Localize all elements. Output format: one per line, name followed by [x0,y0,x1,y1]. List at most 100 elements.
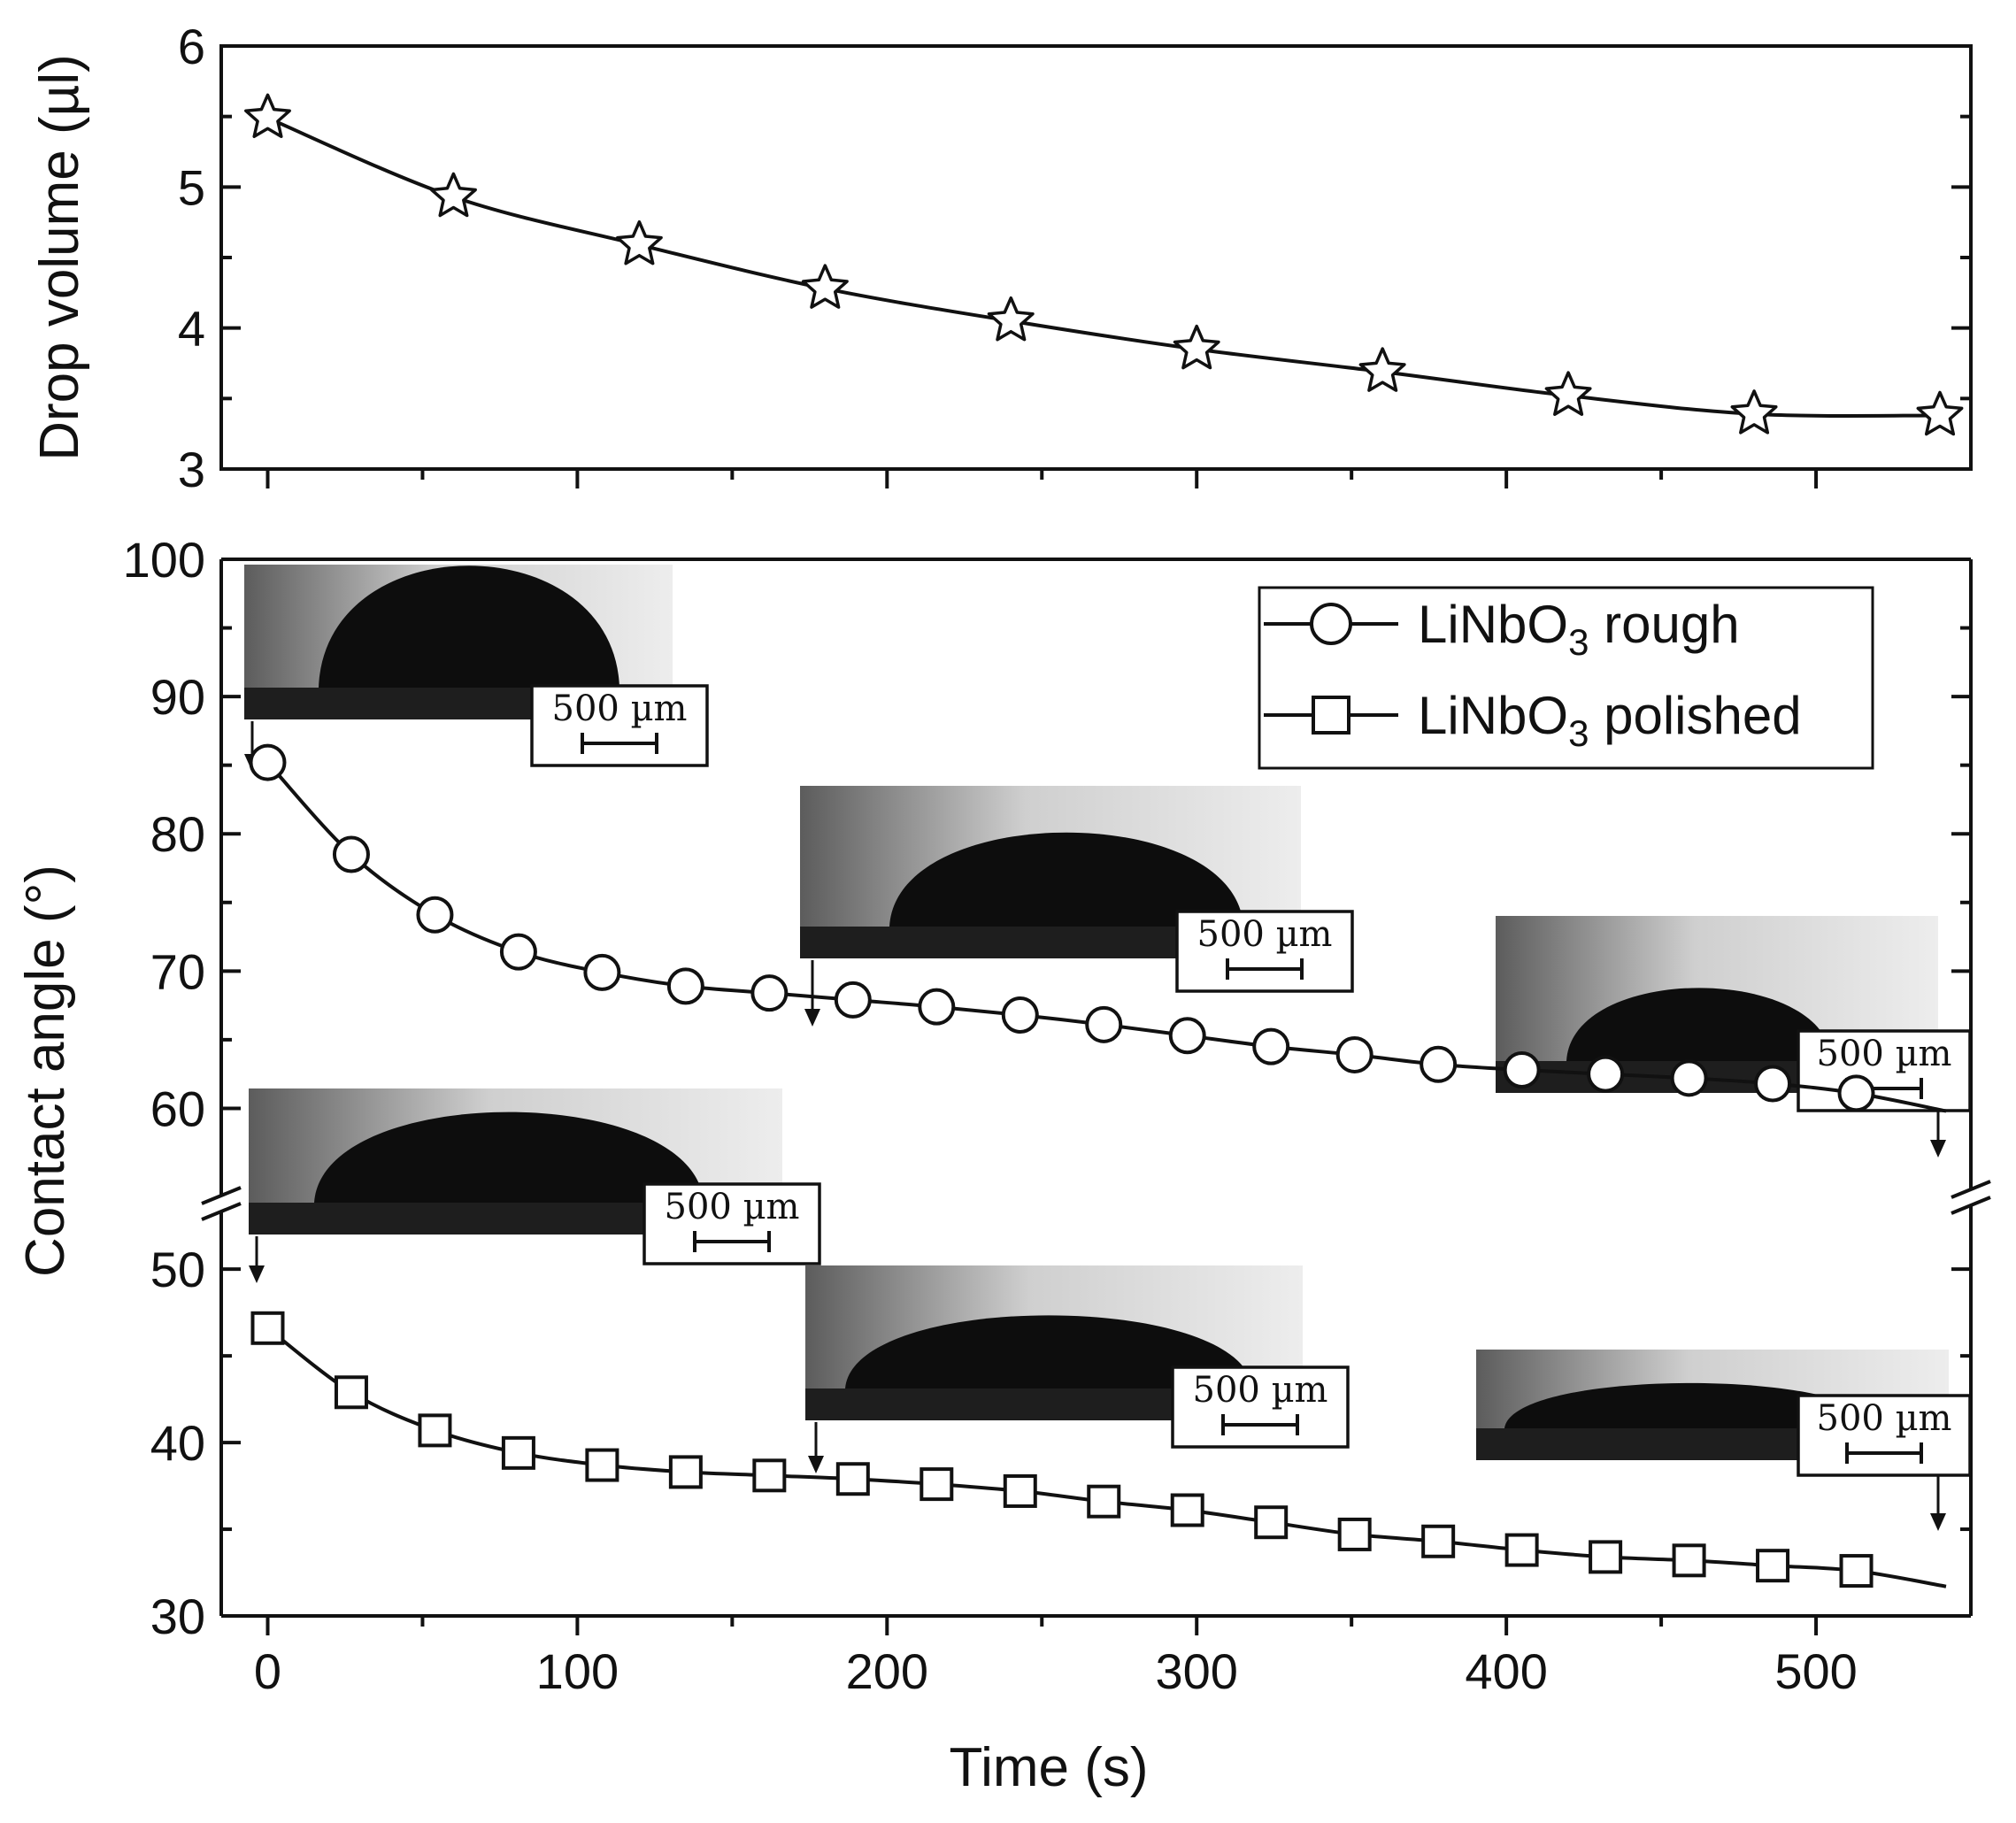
scale-bar-label: 500 µm [1817,1034,1952,1074]
time-x-tick-label: 100 [536,1643,619,1699]
drop-volume-x-ticks [265,469,1819,488]
drop-image-polished-t0: 500 µm [249,1088,821,1283]
contact-angle-y-tick-label: 50 [150,1242,205,1297]
drop-silhouette [1566,988,1832,1061]
contact-angle-panel: 60 70 80 90 100 30 40 50 0 100 200 300 400 500 500 µ… [15,532,1991,1798]
polished-square-marker [1756,1549,1790,1583]
polished-square-marker [668,1455,703,1489]
drop-volume-star-marker [987,296,1035,342]
scale-bar-label: 500 µm [1817,1398,1952,1439]
drop-volume-star-marker [244,93,291,139]
scale-bar-box [643,1182,821,1265]
drop-volume-star-marker [429,172,477,218]
axis-break-mark [1951,1180,1991,1199]
rough-series-markers [249,743,1875,1112]
drop-volume-y-axis-title: Drop volume (µl) [29,54,90,461]
legend-box [1258,586,1874,770]
drop-image-polished-t180: 500 µm [805,1265,1350,1473]
contact-angle-y-tick-label: 90 [150,669,205,725]
drop-silhouette [889,832,1243,927]
time-x-axis-title: Time (s) [950,1737,1149,1798]
polished-square-marker [501,1435,535,1470]
contact-angle-y-tick-label: 80 [150,806,205,862]
drop-volume-y-ticks: 3 4 5 6 [178,19,1971,497]
polished-square-marker [418,1413,452,1448]
rough-circle-marker [1587,1055,1625,1093]
rough-circle-marker [332,835,370,873]
scale-bar-box [530,684,709,767]
axis-break-mark [201,1186,242,1205]
legend-marker-rough [1310,603,1352,645]
polished-square-marker [1504,1533,1539,1567]
legend-label-rough: LiNbO3 rough [1418,595,1740,663]
rough-circle-marker [583,953,621,991]
polished-square-marker [1839,1554,1874,1588]
rough-circle-marker [416,896,454,934]
scale-bar-box [1171,1365,1350,1449]
contact-angle-y-tick-label: 70 [150,943,205,999]
scale-bar-box [1175,910,1354,993]
scale-bar-label: 500 µm [1197,914,1333,955]
time-x-tick-label: 0 [254,1643,281,1699]
contact-angle-y-axis-title: Contact angle (°) [15,865,76,1277]
drop-silhouette [314,1111,704,1203]
rough-circle-marker [1168,1017,1206,1055]
drop-volume-star-marker [801,264,849,309]
drop-volume-markers [244,93,1964,436]
contact-angle-y-tick-label: 30 [150,1588,205,1644]
rough-circle-marker [918,988,956,1026]
contact-angle-y-tick-label: 100 [123,532,205,588]
scale-bar-label: 500 µm [1193,1370,1328,1411]
drop-volume-star-marker [1916,390,1964,436]
polished-square-marker [920,1467,954,1502]
drop-volume-star-marker [1730,389,1778,435]
axis-break-mark [1951,1196,1991,1215]
drop-image-arrow-head [1930,1513,1946,1531]
scale-bar-label: 500 µm [552,688,688,729]
time-x-tick-label: 200 [846,1643,928,1699]
drop-volume-panel: 3 4 5 6 Drop volume (µl) [29,19,1973,497]
drop-volume-y-tick-label: 4 [178,301,205,357]
polished-square-marker [1003,1473,1037,1508]
drop-silhouette [845,1315,1252,1388]
polished-square-marker [1589,1540,1623,1574]
drop-volume-star-marker [1173,324,1220,370]
legend: LiNbO3 rough LiNbO3 polished [1258,586,1874,770]
drop-image-arrow-head [808,1456,824,1473]
drop-image-arrow-head [1930,1140,1946,1158]
drop-volume-y-tick-label: 5 [178,159,205,215]
polished-square-marker [835,1462,870,1496]
polished-series-markers [250,1311,1874,1588]
time-x-tick-label: 300 [1156,1643,1238,1699]
rough-circle-marker [666,967,704,1005]
rough-circle-marker [1503,1051,1541,1089]
rough-circle-marker [834,981,872,1019]
drop-silhouette [1504,1382,1876,1428]
rough-circle-marker [499,933,537,971]
drop-silhouette [319,565,619,688]
drop-image-rough-t540: 500 µm [1496,916,1972,1158]
polished-square-marker [585,1448,619,1482]
drop-volume-y-tick-label: 3 [178,442,205,497]
rough-circle-marker [1085,1005,1123,1043]
legend-label-polished: LiNbO3 polished [1418,686,1802,754]
rough-circle-marker [1420,1045,1458,1083]
rough-circle-marker [1837,1074,1875,1112]
drop-volume-plot-frame [219,44,1973,471]
drop-volume-star-marker [1358,347,1406,392]
drop-image-rough-t180: 500 µm [800,786,1354,1027]
drop-volume-y-tick-label: 6 [178,19,205,74]
polished-square-marker [1337,1517,1372,1551]
time-x-tick-label: 500 [1774,1643,1857,1699]
contact-angle-y-tick-label: 40 [150,1415,205,1471]
rough-circle-marker [1335,1035,1373,1073]
time-x-tick-label: 400 [1465,1643,1547,1699]
drop-volume-curve [266,116,1941,418]
rough-circle-marker [750,974,789,1012]
contact-angle-y-ticks: 60 70 80 90 100 30 40 50 [123,532,1971,1644]
scale-bar-box [1797,1394,1972,1477]
drop-volume-star-marker [1544,371,1592,416]
rough-circle-marker [1754,1065,1792,1103]
scale-bar-label: 500 µm [665,1187,800,1227]
